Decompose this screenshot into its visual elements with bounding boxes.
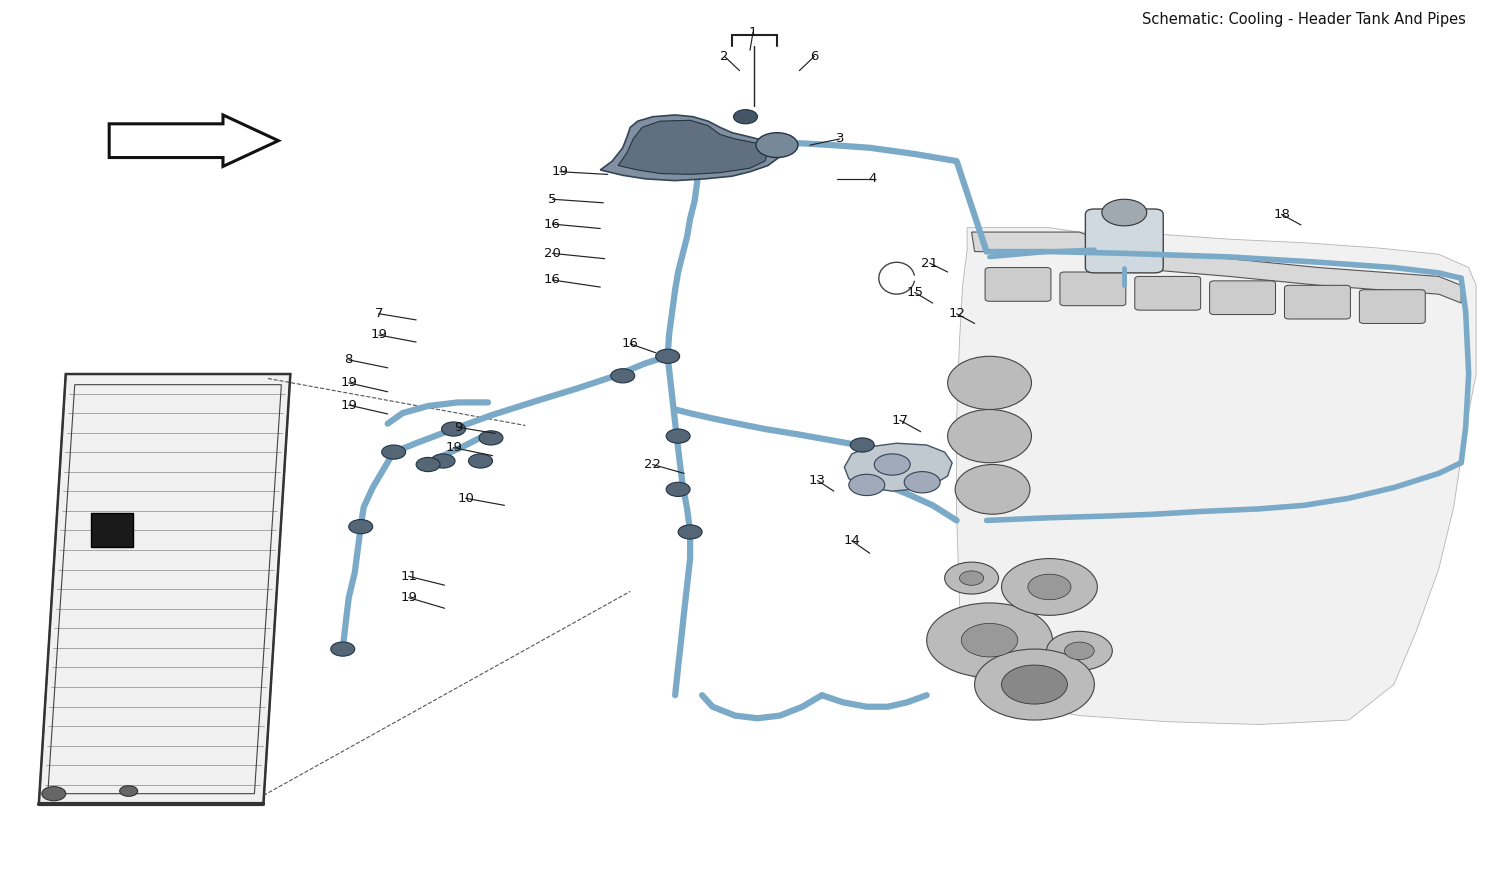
Circle shape [42,787,66,801]
Circle shape [1102,199,1148,226]
Circle shape [734,109,758,124]
Text: 20: 20 [544,247,561,260]
Ellipse shape [948,356,1032,409]
FancyBboxPatch shape [1284,286,1350,319]
Text: 19: 19 [340,376,357,390]
Circle shape [1047,631,1113,670]
Circle shape [678,525,702,539]
Polygon shape [39,374,291,805]
Text: 9: 9 [454,421,462,433]
Text: 11: 11 [400,570,417,583]
FancyBboxPatch shape [1359,290,1425,323]
Text: 8: 8 [345,353,352,367]
Text: 18: 18 [1274,208,1290,221]
Circle shape [381,445,405,459]
Circle shape [962,623,1018,657]
Circle shape [656,349,680,363]
Polygon shape [600,115,780,181]
Text: 16: 16 [544,217,561,231]
Circle shape [468,454,492,468]
Ellipse shape [948,409,1032,463]
Text: 13: 13 [808,474,826,487]
Circle shape [478,431,502,445]
Circle shape [1002,665,1068,704]
Text: 1: 1 [748,26,758,39]
Circle shape [610,368,634,383]
Text: 19: 19 [446,441,462,454]
Polygon shape [844,443,952,491]
Text: 22: 22 [644,458,662,471]
Text: 16: 16 [544,273,561,287]
Circle shape [430,454,454,468]
Text: 21: 21 [921,256,938,270]
Text: 19: 19 [370,328,387,342]
FancyBboxPatch shape [1209,281,1275,314]
Circle shape [120,786,138,797]
Circle shape [1065,642,1094,659]
Polygon shape [110,115,279,166]
Text: 15: 15 [906,286,922,299]
Circle shape [849,474,885,496]
Circle shape [666,429,690,443]
Circle shape [850,438,874,452]
Polygon shape [972,232,1461,303]
Circle shape [874,454,910,475]
Circle shape [348,520,372,534]
Circle shape [756,133,798,158]
Circle shape [960,570,984,586]
Text: 5: 5 [548,193,556,206]
Text: 16: 16 [622,337,639,351]
Circle shape [975,649,1095,720]
Text: 19: 19 [340,399,357,411]
Circle shape [1002,559,1098,615]
Circle shape [904,472,940,493]
Circle shape [1028,574,1071,600]
Text: 12: 12 [948,307,964,320]
Text: 7: 7 [375,307,382,320]
Polygon shape [618,120,768,174]
FancyBboxPatch shape [1136,277,1200,310]
Text: 17: 17 [891,414,908,426]
FancyBboxPatch shape [1086,209,1162,273]
Circle shape [416,457,440,472]
FancyBboxPatch shape [986,268,1052,302]
FancyBboxPatch shape [1060,272,1126,305]
Text: 14: 14 [843,534,860,547]
Bar [92,514,134,547]
Text: Schematic: Cooling - Header Tank And Pipes: Schematic: Cooling - Header Tank And Pip… [1142,12,1466,27]
Text: 19: 19 [400,591,417,604]
Text: 3: 3 [836,133,844,145]
Text: 2: 2 [720,50,729,63]
Circle shape [332,642,354,656]
Circle shape [666,482,690,497]
Text: 6: 6 [810,50,819,63]
Ellipse shape [956,465,1030,514]
Circle shape [927,603,1053,677]
Text: 19: 19 [552,166,568,178]
Text: 4: 4 [868,173,877,185]
Circle shape [441,422,465,436]
Circle shape [945,562,999,594]
Polygon shape [957,228,1476,724]
Text: 10: 10 [458,492,474,505]
